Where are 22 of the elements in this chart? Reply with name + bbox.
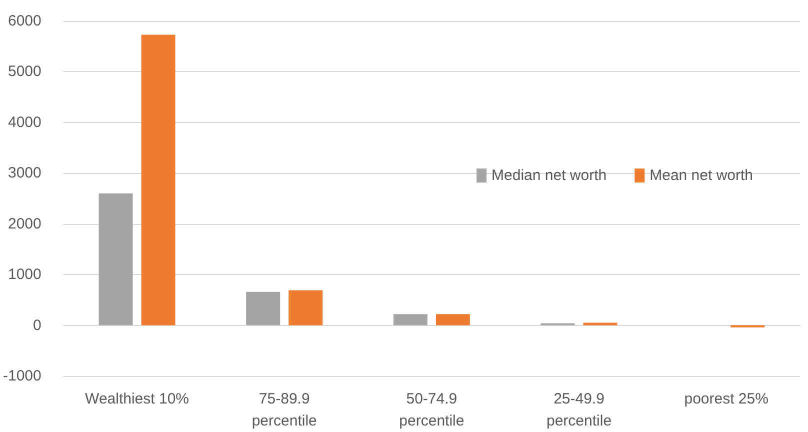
- y-tick-label: 6000: [8, 12, 42, 30]
- y-tick-label: 3000: [8, 164, 42, 182]
- bar: [98, 193, 133, 326]
- legend-label: Mean net worth: [650, 167, 753, 184]
- y-tick-label: 5000: [8, 63, 42, 80]
- y-tick-label: 2000: [8, 215, 42, 232]
- x-tick-label: 50-74.9 percentile: [399, 390, 464, 430]
- y-tick-label: 0: [33, 316, 42, 334]
- x-tick-label: poorest 25%: [684, 390, 768, 408]
- y-tick-label: -1000: [2, 368, 42, 384]
- bar: [436, 314, 470, 326]
- bar: [288, 290, 323, 326]
- x-tick-label: Wealthiest 10%: [85, 390, 190, 408]
- y-tick-label: 1000: [8, 266, 42, 284]
- bar: [393, 314, 428, 326]
- bar: [246, 292, 280, 326]
- legend-label: Median net worth: [492, 167, 607, 184]
- bar: [141, 34, 176, 326]
- x-tick-label: 75-89.9 percentile: [252, 390, 317, 430]
- y-tick-label: 4000: [8, 114, 42, 131]
- x-tick-label: 25-49.9 percentile: [546, 390, 612, 430]
- bar: [583, 322, 618, 326]
